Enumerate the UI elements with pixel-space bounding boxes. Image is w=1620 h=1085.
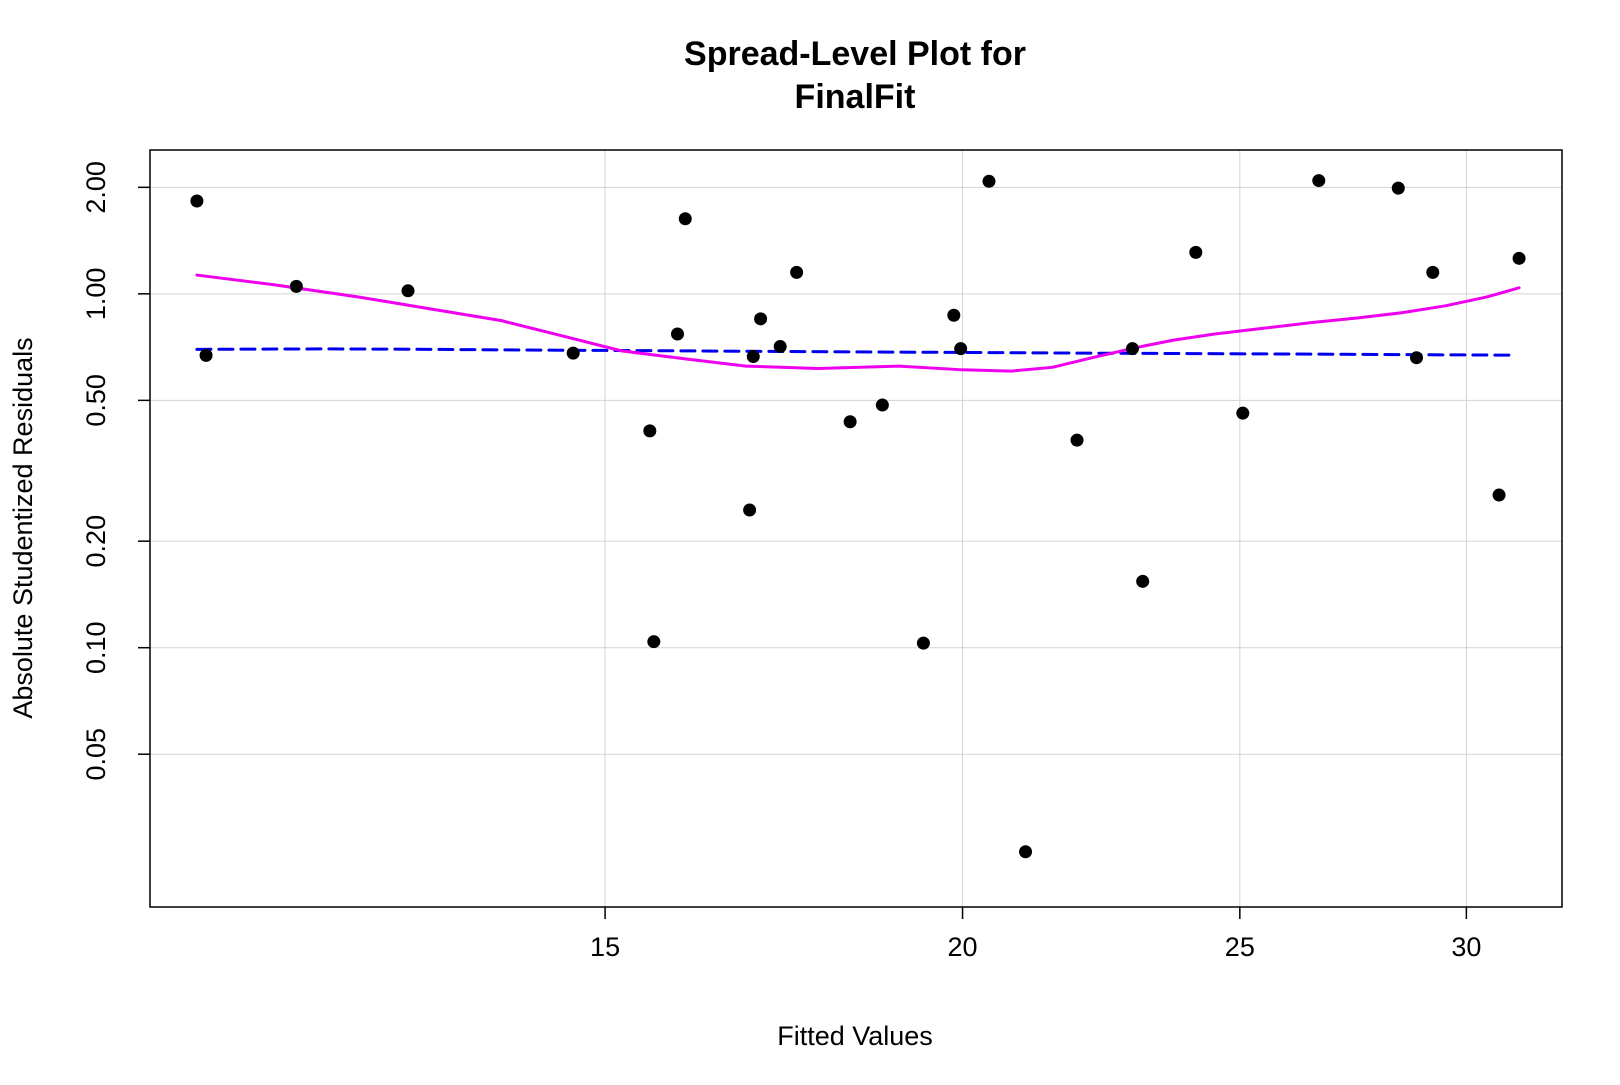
x-tick-label: 20 — [948, 932, 978, 962]
data-point — [743, 503, 757, 517]
y-axis: 0.05 0.10 0.20 0.50 1.00 2.00 — [81, 161, 150, 780]
y-tick-label: 2.00 — [81, 161, 111, 214]
data-point — [1391, 181, 1405, 195]
y-tick-label: 0.10 — [81, 621, 111, 674]
data-point — [954, 342, 968, 356]
data-point — [746, 350, 760, 364]
data-point — [1410, 351, 1424, 365]
data-point — [678, 212, 692, 226]
data-point — [190, 194, 204, 208]
data-point — [1426, 265, 1440, 279]
x-tick-label: 30 — [1451, 932, 1481, 962]
data-point — [1136, 574, 1150, 588]
data-point — [875, 398, 889, 412]
data-point — [1512, 251, 1526, 265]
data-point — [754, 312, 768, 326]
smooth-fit-line — [195, 273, 1521, 373]
data-point — [643, 424, 657, 438]
fitted-lines — [195, 273, 1521, 373]
data-point — [1125, 342, 1139, 356]
x-axis-label: Fitted Values — [777, 1021, 933, 1051]
data-point — [647, 635, 661, 649]
x-tick-label: 25 — [1225, 932, 1255, 962]
data-point — [401, 284, 415, 298]
data-point — [916, 636, 930, 650]
y-tick-label: 0.20 — [81, 515, 111, 568]
y-tick-label: 0.50 — [81, 374, 111, 427]
x-axis: 15 20 25 30 — [590, 907, 1481, 962]
dashed-fit-line — [195, 347, 1517, 357]
x-tick-label: 15 — [590, 932, 620, 962]
data-point — [566, 346, 580, 360]
data-point — [670, 327, 684, 341]
data-points — [190, 174, 1526, 859]
data-point — [773, 339, 787, 353]
chart-title-line-2: FinalFit — [795, 78, 916, 116]
y-tick-label: 0.05 — [81, 728, 111, 781]
data-point — [947, 308, 961, 322]
plot-frame — [149, 149, 1563, 908]
y-axis-label: Absolute Studentized Residuals — [8, 337, 38, 718]
data-point — [1189, 245, 1203, 259]
data-point — [1019, 845, 1033, 859]
data-point — [790, 265, 804, 279]
grid-lines — [150, 150, 1562, 907]
data-point — [1070, 433, 1084, 447]
data-point — [982, 174, 996, 188]
data-point — [843, 415, 857, 429]
y-tick-label: 1.00 — [81, 268, 111, 321]
data-point — [199, 348, 213, 362]
data-point — [1312, 174, 1326, 188]
data-point — [289, 279, 303, 293]
data-point — [1236, 406, 1250, 420]
data-point — [1492, 488, 1506, 502]
chart-title-line-1: Spread-Level Plot for — [684, 35, 1026, 73]
